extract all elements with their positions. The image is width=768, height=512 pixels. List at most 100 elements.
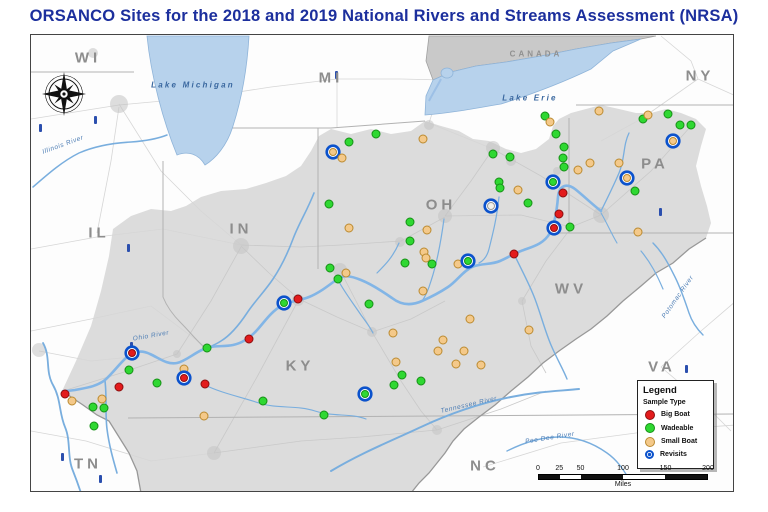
sample-site-marker bbox=[405, 236, 415, 246]
sample-site-marker bbox=[325, 263, 335, 273]
sample-site-marker bbox=[549, 178, 557, 186]
sample-site-marker bbox=[643, 110, 653, 120]
interstate-markers bbox=[39, 71, 702, 483]
legend-swatch-icon bbox=[645, 450, 654, 459]
sample-site-marker bbox=[416, 376, 426, 386]
sample-site-marker bbox=[180, 374, 188, 382]
sample-site-marker bbox=[329, 148, 337, 156]
sample-site-marker bbox=[422, 225, 432, 235]
lake-michigan bbox=[146, 35, 250, 166]
water-label: Lake Michigan bbox=[151, 80, 235, 90]
sample-site-marker bbox=[427, 259, 437, 269]
sample-site-marker bbox=[114, 382, 124, 392]
sample-site-marker bbox=[418, 134, 428, 144]
legend-item: Small Boat bbox=[645, 436, 708, 447]
legend-item: Big Boat bbox=[645, 409, 708, 420]
state-label: NY bbox=[685, 67, 715, 85]
state-label: VA bbox=[648, 358, 676, 376]
sample-site-marker bbox=[686, 120, 696, 130]
sample-site-marker bbox=[573, 165, 583, 175]
scale-tick-label: 100 bbox=[617, 465, 629, 472]
sample-site-marker bbox=[585, 158, 595, 168]
legend-subtitle: Sample Type bbox=[643, 399, 686, 406]
sample-site-marker bbox=[400, 258, 410, 268]
state-label: TN bbox=[74, 455, 102, 473]
sample-site-marker bbox=[465, 314, 475, 324]
sample-site-marker bbox=[389, 380, 399, 390]
basin-shade-region bbox=[63, 105, 711, 491]
sample-site-marker bbox=[88, 402, 98, 412]
sample-site-marker bbox=[559, 162, 569, 172]
map-world: Legend Sample Type Big Boat Wadeable Sma… bbox=[31, 35, 733, 491]
sample-site-marker bbox=[675, 120, 685, 130]
sample-site-marker bbox=[495, 183, 505, 193]
sample-site-marker bbox=[545, 117, 555, 127]
scale-bar: 0 25 50 100 150 200 Miles bbox=[536, 465, 714, 488]
sample-site-marker bbox=[258, 396, 268, 406]
sample-site-marker bbox=[391, 357, 401, 367]
legend-item: Revisits bbox=[645, 450, 708, 459]
sample-site-marker bbox=[663, 109, 673, 119]
sample-site-marker bbox=[361, 390, 369, 398]
legend-swatch-icon bbox=[645, 423, 655, 433]
city-areas bbox=[32, 48, 609, 460]
scale-tick-label: 0 bbox=[536, 465, 540, 472]
sample-site-marker bbox=[476, 360, 486, 370]
sample-site-marker bbox=[280, 299, 288, 307]
legend-box: Legend Sample Type Big Boat Wadeable Sma… bbox=[637, 380, 714, 469]
sample-site-marker bbox=[124, 365, 134, 375]
sample-site-marker bbox=[630, 186, 640, 196]
water-label: Lake Erie bbox=[502, 93, 558, 103]
state-label: WI bbox=[74, 49, 102, 67]
page-title: ORSANCO Sites for the 2018 and 2019 Nati… bbox=[29, 7, 739, 25]
detroit-river bbox=[428, 78, 442, 102]
sample-site-marker bbox=[60, 389, 70, 399]
scale-tick-label: 150 bbox=[659, 465, 672, 472]
sample-site-marker bbox=[199, 411, 209, 421]
sample-site-marker bbox=[559, 142, 569, 152]
map-base-graphics bbox=[31, 35, 733, 491]
legend-item-label: Wadeable bbox=[661, 424, 694, 432]
sample-site-marker bbox=[524, 325, 534, 335]
sample-site-marker bbox=[244, 334, 254, 344]
sample-site-marker bbox=[513, 185, 523, 195]
sample-site-marker bbox=[319, 410, 329, 420]
sample-site-marker bbox=[464, 257, 472, 265]
sample-site-marker bbox=[89, 421, 99, 431]
sample-site-marker bbox=[453, 259, 463, 269]
sample-site-marker bbox=[558, 188, 568, 198]
legend-title: Legend bbox=[643, 385, 677, 396]
sample-site-marker bbox=[67, 396, 77, 406]
scale-bar-segment bbox=[560, 475, 581, 479]
sample-site-marker bbox=[344, 137, 354, 147]
sample-site-marker bbox=[551, 129, 561, 139]
sample-site-marker bbox=[152, 378, 162, 388]
state-label: PA bbox=[641, 155, 669, 173]
scale-bar-segments bbox=[538, 474, 708, 480]
legend-swatch-icon bbox=[645, 409, 655, 420]
lakes-and-canada bbox=[146, 35, 657, 166]
state-label: IN bbox=[229, 220, 253, 238]
sample-site-marker bbox=[565, 222, 575, 232]
state-label: OH bbox=[425, 196, 457, 214]
sample-site-marker bbox=[558, 153, 568, 163]
state-label: CANADA bbox=[509, 49, 563, 59]
sample-site-marker bbox=[364, 299, 374, 309]
sample-site-marker bbox=[488, 149, 498, 159]
state-label: MI bbox=[318, 69, 344, 87]
sample-site-marker bbox=[614, 158, 624, 168]
sample-site-marker bbox=[293, 294, 303, 304]
sample-site-marker bbox=[344, 223, 354, 233]
scale-tick-labels: 0 25 50 100 150 200 bbox=[536, 465, 714, 474]
sample-site-marker bbox=[487, 202, 495, 210]
sample-site-marker bbox=[433, 346, 443, 356]
scale-bar-segment bbox=[539, 475, 560, 479]
legend-item-label: Big Boat bbox=[661, 411, 690, 418]
sample-site-marker bbox=[337, 153, 347, 163]
scale-bar-segment bbox=[665, 475, 707, 479]
sample-site-marker bbox=[128, 349, 136, 357]
sample-site-marker bbox=[540, 111, 550, 121]
sample-site-marker bbox=[371, 129, 381, 139]
sample-site-marker bbox=[459, 346, 469, 356]
sample-site-marker bbox=[669, 137, 677, 145]
